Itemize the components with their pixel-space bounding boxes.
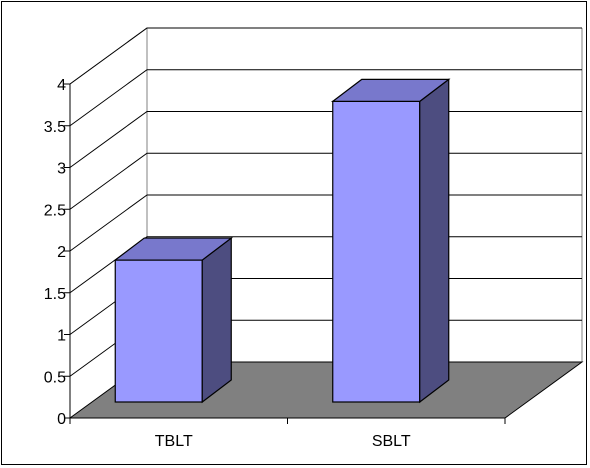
- y-tick-label: 1: [57, 328, 66, 345]
- y-tick-label: 2.5: [44, 202, 66, 219]
- y-tick-label: 3.5: [44, 119, 66, 136]
- y-tick-label: 2: [57, 244, 66, 261]
- x-category-label: SBLT: [372, 433, 411, 450]
- y-tick-label: 3: [57, 161, 66, 178]
- bar-front-face: [332, 100, 421, 403]
- bars: [113, 78, 451, 404]
- bar-side-face: [201, 236, 232, 404]
- gridline: [69, 27, 582, 85]
- axes: [64, 83, 506, 424]
- y-tick-label: 0: [57, 411, 66, 428]
- bar: [330, 78, 451, 404]
- bar-top-face: [330, 78, 451, 103]
- x-category-label: TBLT: [155, 433, 193, 450]
- y-tick-label: 1.5: [44, 286, 66, 303]
- bar-side-face: [419, 78, 450, 404]
- bar-top-face: [113, 237, 234, 261]
- gridline: [69, 69, 582, 127]
- y-axis-tick-labels: 0 0.5 1 1.5 2 2.5 3 3.5 4: [44, 77, 66, 428]
- x-axis-category-labels: TBLT SBLT: [155, 433, 411, 450]
- y-tick-label: 4: [57, 77, 66, 94]
- bar-front-face: [114, 259, 203, 403]
- bar: [113, 236, 234, 404]
- y-tick-label: 0.5: [44, 369, 66, 386]
